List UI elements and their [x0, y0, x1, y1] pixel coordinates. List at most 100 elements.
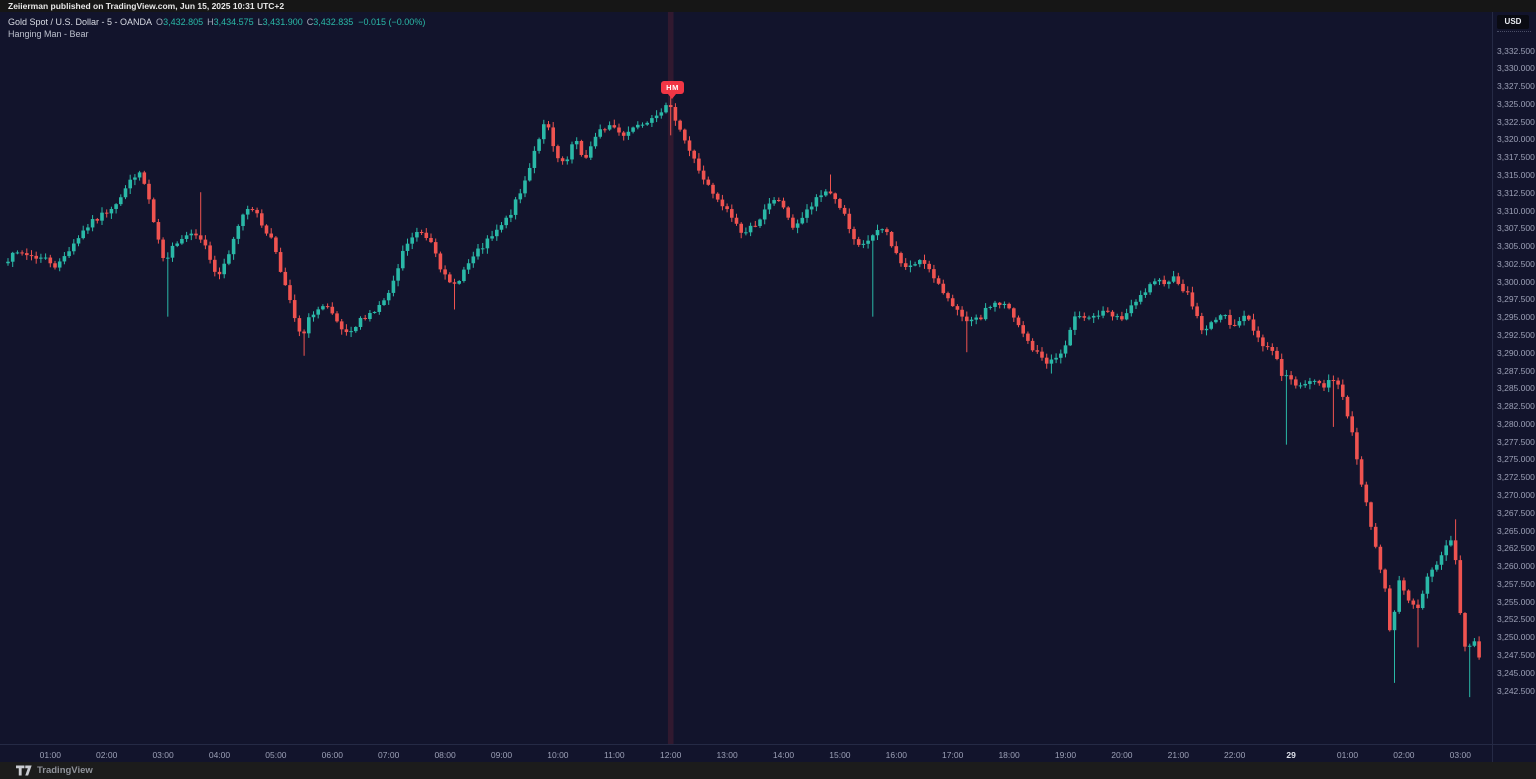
candle-body: [1016, 317, 1021, 326]
candle-body: [527, 167, 532, 181]
candle-body: [109, 208, 114, 214]
candle-body: [1397, 580, 1401, 612]
candle-body: [1265, 346, 1270, 348]
candle-body: [39, 257, 43, 259]
candle-body: [1153, 281, 1157, 285]
candle-body: [1030, 340, 1035, 351]
candle-body: [1411, 600, 1416, 605]
candle-body: [161, 239, 165, 259]
candle-body: [560, 158, 565, 162]
candle-body: [151, 199, 156, 223]
tradingview-logo-icon[interactable]: [16, 765, 32, 776]
candle-body: [1026, 333, 1030, 341]
candle-body: [227, 254, 231, 264]
candle-body: [791, 217, 795, 228]
candle-body: [612, 125, 617, 128]
candle-body: [198, 235, 203, 240]
candle-body: [678, 120, 682, 130]
price-tick-label: 3,322.500: [1497, 116, 1535, 127]
candle-body: [880, 229, 884, 231]
candle-body: [1312, 380, 1317, 382]
candle-body: [466, 263, 471, 270]
candle-body: [104, 212, 109, 214]
close-label: C: [306, 17, 314, 27]
candle-body: [147, 183, 151, 200]
candle-body: [1359, 459, 1364, 485]
candle-body: [927, 263, 931, 270]
candle-body: [1106, 310, 1110, 312]
price-tick-label: 3,317.500: [1497, 152, 1535, 163]
candle-body: [513, 199, 518, 215]
symbol-title[interactable]: Gold Spot / U.S. Dollar - 5 - OANDA: [8, 17, 153, 27]
time-axis[interactable]: 01:00 02:00 03:00 04:00 05:00 06:00 07:00 08:00…: [0, 744, 1536, 762]
candle-body: [67, 251, 71, 257]
candle-body: [1218, 315, 1223, 320]
candle-body: [1237, 321, 1242, 326]
candle-body: [81, 230, 85, 239]
currency-toggle-button[interactable]: USD: [1497, 15, 1529, 29]
candle-body: [401, 250, 405, 269]
candle-body: [1120, 316, 1124, 320]
candle-body: [283, 271, 288, 286]
candle-body: [621, 132, 626, 136]
candle-body: [62, 256, 67, 262]
candle-body: [245, 209, 250, 215]
price-tick-label: 3,290.000: [1497, 347, 1535, 358]
candle-body: [607, 125, 612, 130]
candle-body: [114, 204, 118, 209]
candle-body: [523, 180, 527, 194]
candle-body: [1096, 315, 1101, 317]
candle-body: [631, 127, 635, 132]
candle-body: [1472, 641, 1477, 646]
candle-body: [1326, 380, 1331, 388]
candle-body: [1463, 613, 1467, 647]
footer-brand-text[interactable]: TradingView: [37, 765, 93, 776]
price-tick-label: 3,282.500: [1497, 401, 1535, 412]
candle-body: [537, 139, 541, 151]
candle-body: [1035, 350, 1040, 352]
candle-body: [1143, 292, 1148, 296]
candle-body: [485, 238, 490, 249]
candle-body: [687, 140, 692, 151]
candle-body: [1148, 284, 1152, 293]
candle-body: [842, 207, 847, 214]
indicator-title[interactable]: Hanging Man - Bear: [8, 29, 89, 39]
candle-body: [1383, 569, 1387, 589]
candle-body: [1289, 375, 1293, 380]
candle-body: [166, 257, 170, 259]
candle-body: [438, 253, 443, 270]
candle-body: [838, 199, 842, 208]
candle-body: [391, 280, 396, 293]
candle-body: [593, 136, 598, 147]
candle-body: [90, 219, 95, 228]
candle-body: [142, 172, 147, 184]
candle-body: [180, 238, 184, 244]
price-tick-label: 3,330.000: [1497, 63, 1535, 74]
candle-body: [217, 271, 222, 275]
time-tick-label: 16:00: [885, 750, 907, 760]
candle-body: [1416, 604, 1420, 609]
high-value: 3,434.575: [213, 17, 254, 27]
candle-body: [156, 222, 161, 240]
candle-body: [213, 259, 217, 272]
candle-body: [673, 107, 678, 121]
candle-body: [913, 264, 917, 266]
candle-body: [462, 269, 466, 282]
candle-body: [1185, 291, 1190, 293]
candle-body: [1209, 322, 1213, 329]
candle-body: [1134, 301, 1138, 306]
candle-body: [1420, 593, 1425, 609]
price-tick-label: 3,307.500: [1497, 223, 1535, 234]
candle-body: [918, 260, 922, 265]
candle-body: [701, 170, 706, 180]
time-tick-label: 05:00: [265, 750, 287, 760]
price-tick-label: 3,280.000: [1497, 418, 1535, 429]
candle-body: [137, 172, 142, 178]
time-tick-label: 21:00: [1167, 750, 1189, 760]
price-tick-label: 3,332.500: [1497, 45, 1535, 56]
price-axis[interactable]: USD 3,332.500 3,330.000 3,327.500 3,325.000…: [1492, 12, 1536, 744]
candle-body: [128, 179, 132, 189]
candle-body: [936, 278, 941, 284]
time-tick-label: 03:00: [152, 750, 174, 760]
